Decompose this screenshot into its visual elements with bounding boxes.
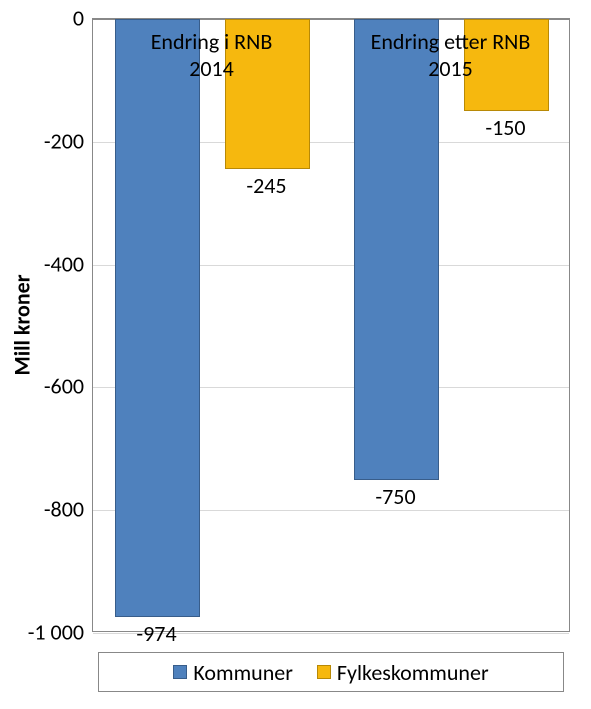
legend-item: Fylkeskommuner [317, 659, 489, 686]
y-axis-title: Mill kroner [9, 274, 36, 375]
legend-swatch [173, 665, 187, 679]
bar-value-label: -150 [485, 114, 525, 141]
y-tick-label: 0 [0, 5, 84, 32]
y-tick-label: -200 [0, 127, 84, 154]
chart-root: Mill kroner Kommuner Fylkeskommuner 0 -200… [0, 0, 591, 709]
y-tick-label: -400 [0, 250, 84, 277]
bar [354, 19, 440, 480]
legend-label: Fylkeskommuner [337, 659, 489, 686]
legend-swatch [317, 665, 331, 679]
plot-area [92, 18, 570, 632]
legend: Kommuner Fylkeskommuner [98, 652, 564, 692]
y-tick-label: -1 000 [0, 619, 84, 646]
bar-value-label: -245 [246, 172, 286, 199]
bar-value-label: -974 [136, 620, 176, 647]
bar-value-label: -750 [375, 483, 415, 510]
category-label: Endring i RNB 2014 [98, 28, 325, 82]
y-tick-label: -600 [0, 373, 84, 400]
category-label: Endring etter RNB 2015 [337, 28, 564, 82]
legend-label: Kommuner [193, 659, 293, 686]
legend-item: Kommuner [173, 659, 293, 686]
bar [115, 19, 201, 617]
y-tick-label: -800 [0, 496, 84, 523]
